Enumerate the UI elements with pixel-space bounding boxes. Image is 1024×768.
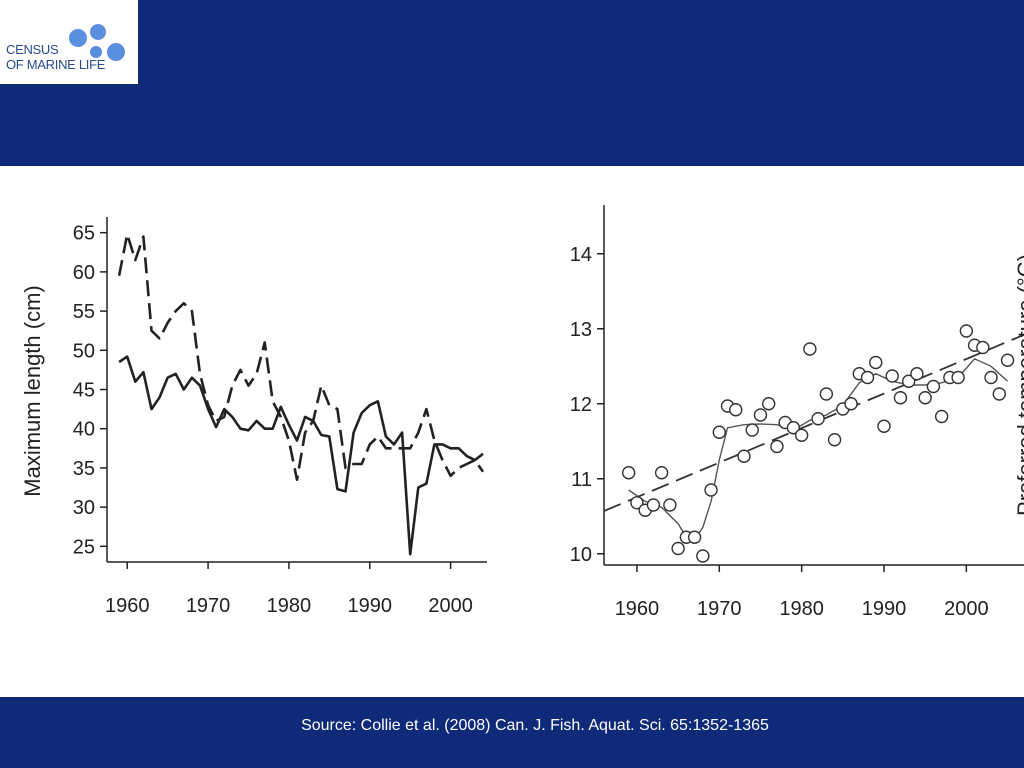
data-point (885, 369, 899, 383)
data-point (770, 439, 784, 454)
data-point (803, 342, 817, 356)
data-point (737, 449, 751, 463)
y-tick-label: 25 (73, 536, 95, 558)
data-point (926, 379, 941, 394)
preferred-temperature-chart: 10 11 12 13 14 1960 1970 1980 1990 2000 Preferred… (570, 205, 1024, 620)
data-point (794, 428, 809, 442)
y-tick-label: 10 (570, 544, 592, 566)
data-point (811, 412, 825, 426)
logo-text-line1: CENSUS (6, 42, 59, 57)
y-tick-label: 11 (571, 469, 592, 491)
x-tick-label: 1960 (615, 598, 660, 620)
data-point (786, 421, 801, 435)
dashed-series-line (117, 233, 485, 481)
y-tick-label: 12 (570, 394, 592, 416)
logo-droplets (69, 24, 125, 61)
data-point (877, 419, 891, 433)
data-point (959, 324, 974, 338)
x-tick-label: 1990 (862, 598, 907, 620)
right-y-axis-title: Preferred temperature (°C) (1013, 254, 1024, 516)
data-point (671, 541, 685, 556)
footer-band (0, 697, 1024, 768)
data-point (902, 374, 916, 388)
y-tick-label: 30 (73, 497, 95, 519)
data-point (762, 397, 776, 411)
data-point (844, 397, 858, 411)
data-point (745, 423, 759, 437)
smoothed-line (628, 357, 1008, 540)
y-tick-label: 45 (73, 380, 95, 402)
x-tick-label: 2000 (944, 598, 989, 620)
y-tick-label: 40 (73, 419, 95, 441)
logo-wave-icon (69, 24, 125, 61)
data-point (827, 433, 842, 447)
y-tick-label: 13 (570, 319, 592, 341)
data-point (712, 425, 726, 439)
data-point (687, 530, 702, 544)
data-point (646, 498, 661, 512)
max-length-chart: 25 30 35 40 45 50 55 60 65 1960 1970 1980 1990 2000 M… (20, 217, 487, 617)
data-point (630, 496, 644, 510)
x-tick-label: 1980 (779, 598, 824, 620)
header-band-fill (0, 0, 1024, 166)
left-y-axis-title: Maximum length (cm) (20, 285, 45, 496)
data-point (918, 391, 932, 405)
y-tick-label: 65 (73, 223, 95, 245)
data-point (729, 403, 743, 417)
x-tick-label: 1990 (348, 595, 393, 617)
census-of-marine-life-logo: CENSUS OF MARINE LIFE (0, 0, 138, 84)
data-point (860, 370, 875, 385)
x-tick-label: 1970 (697, 598, 742, 620)
header-band (0, 0, 1024, 166)
x-tick-label: 1970 (186, 595, 231, 617)
data-point (704, 483, 718, 497)
data-point (992, 387, 1006, 401)
source-citation: Source: Collie et al. (2008) Can. J. Fis… (301, 717, 769, 734)
y-tick-label: 60 (73, 262, 95, 284)
data-point (951, 370, 965, 385)
y-tick-label: 14 (570, 244, 592, 266)
y-tick-label: 50 (73, 340, 95, 362)
data-point (696, 549, 710, 563)
data-point (622, 466, 636, 480)
y-tick-label: 35 (73, 458, 95, 480)
data-point (819, 387, 834, 401)
data-point (753, 408, 768, 422)
x-tick-label: 2000 (428, 595, 473, 617)
data-point (893, 391, 908, 405)
y-tick-label: 55 (73, 301, 95, 323)
logo-text-line2: OF MARINE LIFE (6, 57, 106, 72)
data-point (1000, 353, 1015, 367)
data-point (663, 498, 677, 512)
data-point (869, 355, 883, 370)
x-tick-label: 1960 (105, 595, 150, 617)
data-point (934, 409, 949, 424)
solid-series-line (118, 355, 484, 556)
footer-band-fill (0, 697, 1024, 768)
data-point (654, 466, 669, 480)
trend-line (603, 333, 1024, 512)
data-point (984, 370, 998, 385)
data-point (910, 367, 924, 381)
x-tick-label: 1980 (267, 595, 312, 617)
data-point (976, 340, 990, 355)
